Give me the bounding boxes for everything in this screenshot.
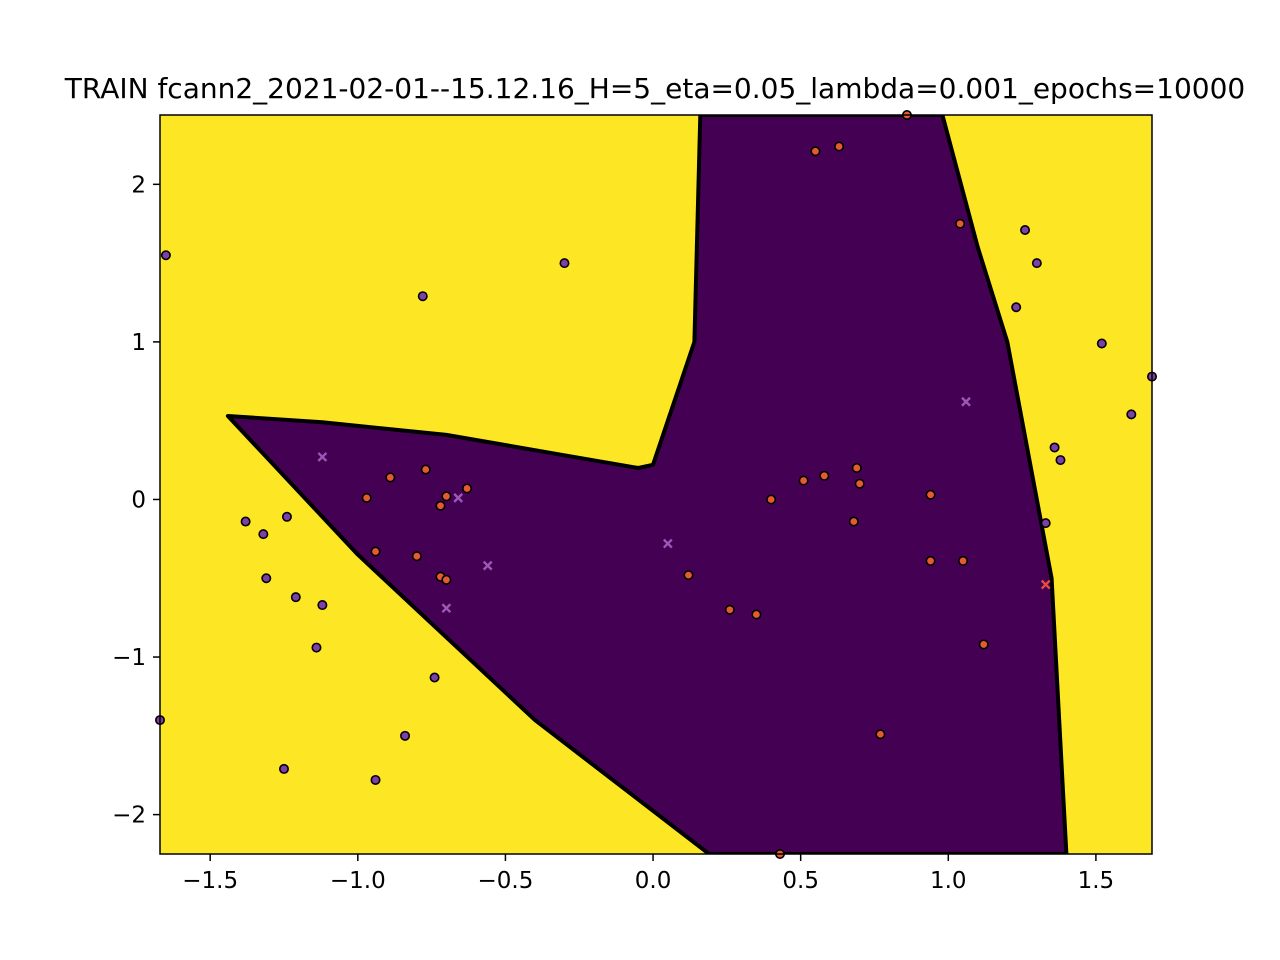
y-tick-label: −1 — [112, 645, 146, 671]
data-point — [1096, 338, 1107, 349]
data-point — [854, 478, 865, 489]
y-tick-label: −2 — [112, 803, 146, 829]
data-point — [385, 472, 396, 483]
data-point — [925, 555, 936, 566]
data-point — [834, 141, 845, 152]
data-point — [311, 642, 322, 653]
data-point — [441, 574, 452, 585]
x-tick-label: 0.5 — [782, 868, 819, 894]
y-axis: −2 −1 0 1 2 — [112, 172, 160, 829]
x-tick-label: 1.0 — [930, 868, 967, 894]
data-point — [848, 516, 859, 527]
chart-title: TRAIN fcann2_2021-02-01--15.12.16_H=5_et… — [64, 72, 1245, 105]
data-point — [462, 483, 473, 494]
y-tick-label: 0 — [131, 487, 146, 513]
data-point — [958, 555, 969, 566]
misclassified-point — [1040, 579, 1051, 590]
data-point — [290, 592, 301, 603]
data-point — [1049, 442, 1060, 453]
data-point — [370, 546, 381, 557]
data-point — [317, 600, 328, 611]
data-point — [435, 500, 446, 511]
misclassified-point — [453, 493, 464, 503]
data-point — [400, 730, 411, 741]
data-point — [441, 491, 452, 502]
x-tick-label: 1.5 — [1078, 868, 1115, 894]
x-tick-label: −0.5 — [477, 868, 533, 894]
x-tick-label: −1.5 — [182, 868, 238, 894]
data-point — [1055, 455, 1066, 466]
data-point — [1031, 258, 1042, 269]
data-point — [361, 492, 372, 503]
decision-region — [225, 115, 1069, 854]
data-point — [851, 462, 862, 473]
data-point — [978, 639, 989, 650]
data-point — [1040, 518, 1051, 529]
data-point — [810, 146, 821, 157]
data-point — [417, 291, 428, 302]
y-tick-label: 2 — [131, 172, 146, 198]
data-point — [370, 774, 381, 785]
data-point — [766, 494, 777, 505]
data-point — [420, 464, 431, 475]
data-point — [925, 489, 936, 500]
data-point — [261, 573, 272, 584]
misclassified-point — [662, 538, 673, 549]
data-point — [724, 604, 735, 615]
data-point — [278, 763, 289, 774]
x-axis: −1.5 −1.0 −0.5 0.0 0.5 1.0 1.5 — [182, 854, 1114, 894]
data-point — [1011, 302, 1022, 313]
data-point — [411, 551, 422, 562]
misclassified-point — [441, 603, 452, 614]
data-point — [955, 218, 966, 229]
data-point — [1020, 225, 1031, 236]
misclassified-point — [961, 396, 971, 407]
data-point — [875, 729, 886, 740]
data-point — [819, 470, 830, 481]
data-point — [798, 475, 809, 486]
x-tick-label: 0.0 — [635, 868, 672, 894]
data-point — [240, 516, 251, 527]
data-point — [1126, 409, 1137, 420]
data-point — [160, 250, 171, 261]
data-point — [559, 258, 570, 269]
x-tick-label: −1.0 — [330, 868, 386, 894]
data-point — [751, 609, 762, 620]
data-point — [281, 511, 292, 522]
data-point — [258, 529, 269, 540]
misclassified-point — [482, 560, 493, 571]
y-tick-label: 1 — [131, 330, 146, 356]
misclassified-point — [317, 452, 328, 462]
plot-frame — [159, 114, 1153, 855]
data-point — [683, 570, 694, 581]
data-point — [429, 672, 440, 683]
